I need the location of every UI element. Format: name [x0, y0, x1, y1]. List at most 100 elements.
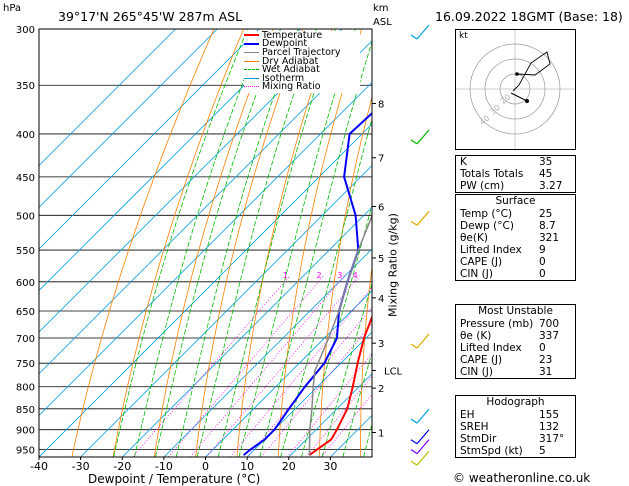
- hodograph-param-label: StmDir: [460, 433, 497, 445]
- surface-row: Lifted Index 9: [456, 244, 575, 256]
- km-label: km: [373, 3, 389, 14]
- index-label: PW (cm): [460, 180, 505, 192]
- legend-item: Temperature: [244, 31, 360, 40]
- wind-barb: [410, 408, 430, 424]
- index-row: Totals Totals 45: [456, 168, 575, 180]
- dry-adiabat-line: [584, 29, 608, 457]
- dry-adiabat-line: [195, 29, 303, 457]
- wet-adiabat-line: [301, 203, 372, 457]
- pressure-tick-label: 800: [16, 383, 35, 394]
- wet-adiabat-line: [321, 282, 372, 457]
- isotherm-line: [39, 29, 343, 333]
- legend-swatch: [244, 34, 259, 37]
- legend-swatch: [244, 86, 259, 88]
- surface-row: CAPE (J) 0: [456, 256, 575, 268]
- index-label: Totals Totals: [460, 168, 524, 180]
- hodograph-param-row: StmSpd (kt) 5: [456, 445, 575, 457]
- hodograph-unit-label: kt: [459, 31, 468, 41]
- pressure-tick-label: 600: [16, 278, 35, 289]
- surface-label: Dewp (°C): [460, 220, 514, 232]
- pressure-tick-label: 550: [16, 246, 35, 257]
- km-tick-label: 5: [378, 254, 384, 265]
- hodograph-table: Hodograph EH 155 SREH 132 StmDir 317° StmSpd (…: [455, 395, 576, 458]
- surface-title: Surface: [495, 195, 536, 207]
- asl-label: ASL: [373, 17, 392, 28]
- hodograph-param-value: 132: [539, 421, 560, 433]
- legend-label: Temperature: [262, 29, 323, 41]
- wet-adiabat-line: [217, 29, 336, 457]
- mixing-ratio-axis-label: Mixing Ratio (g/kg): [386, 213, 400, 317]
- isotherm-line: [39, 29, 260, 250]
- mixing-ratio-line: [286, 352, 372, 457]
- most-unstable-label: Lifted Index: [460, 342, 522, 354]
- legend-label: Mixing Ratio: [262, 81, 321, 93]
- pressure-tick-label: 650: [16, 307, 35, 318]
- km-tick-label: 2: [378, 384, 384, 395]
- surface-value: 0: [539, 256, 546, 268]
- storm-motion-point: [525, 99, 529, 103]
- surface-row: Dewp (°C) 8.7: [456, 220, 575, 232]
- km-tick-label: 3: [378, 339, 384, 350]
- surface-value: 25: [539, 208, 553, 220]
- legend-item: Parcel Trajectory: [244, 48, 360, 57]
- isotherm-line: [39, 81, 372, 416]
- most-unstable-row: CAPE (J) 23: [456, 354, 575, 366]
- surface-value: 9: [539, 244, 546, 256]
- km-tick-label: 8: [378, 100, 384, 111]
- copyright: © weatheronline.co.uk: [453, 471, 591, 485]
- isotherm-line: [288, 373, 372, 457]
- index-row: K 35: [456, 156, 575, 168]
- isotherm-line: [246, 331, 372, 457]
- storm-motion-vector: [510, 92, 528, 102]
- mixing-ratio-line: [132, 275, 291, 457]
- hodograph-param-label: StmSpd (kt): [460, 445, 523, 457]
- dry-adiabat-line: [401, 29, 450, 457]
- most-unstable-value: 700: [539, 318, 560, 330]
- wet-adiabat-line: [155, 29, 281, 457]
- legend-item: Isotherm: [244, 74, 360, 83]
- wet-adiabat-line: [259, 40, 372, 457]
- pressure-tick-label: 850: [16, 405, 35, 416]
- surface-row: θe(K) 321: [456, 232, 575, 244]
- most-unstable-table: Most Unstable Pressure (mb) 700 θe (K) 337 L…: [455, 304, 576, 379]
- temp-tick-label: 20: [282, 460, 296, 473]
- wind-barb: [410, 429, 430, 445]
- hodograph-param-row: SREH 132: [456, 421, 575, 433]
- dry-adiabat-line: [618, 29, 629, 457]
- hodograph-param-label: SREH: [460, 421, 489, 433]
- legend-label: Parcel Trajectory: [262, 46, 341, 58]
- mixing-ratio-label: 6: [375, 271, 380, 280]
- hodograph: kt 40 30 20: [455, 29, 576, 150]
- series-line-temperature: [308, 314, 372, 456]
- mixing-ratio-line: [305, 375, 372, 457]
- wet-adiabat-line: [113, 29, 248, 457]
- hodograph-param-row: StmDir 317°: [456, 433, 575, 445]
- most-unstable-value: 0: [539, 342, 546, 354]
- hodograph-point: [515, 72, 519, 76]
- most-unstable-label: CIN (J): [460, 366, 493, 378]
- temp-tick-label: 0: [202, 460, 209, 473]
- dry-adiabat-line: [71, 29, 215, 457]
- wind-barb: [410, 439, 430, 455]
- legend-item: Wet Adiabat: [244, 65, 360, 74]
- most-unstable-row: Pressure (mb) 700: [456, 318, 575, 330]
- wind-barb: [410, 129, 430, 145]
- dry-adiabat-line: [277, 29, 362, 457]
- isotherm-line: [39, 29, 176, 167]
- surface-value: 8.7: [539, 220, 556, 232]
- legend: Temperature Dewpoint Parcel Trajectory Dry …: [244, 31, 360, 93]
- surface-label: Temp (°C): [460, 208, 513, 220]
- hodograph-ring-label: 40: [478, 113, 492, 126]
- hodograph-table-title: Hodograph: [486, 396, 545, 408]
- legend-item: Dry Adiabat: [244, 56, 360, 66]
- most-unstable-label: θe (K): [460, 330, 492, 342]
- legend-item: Dewpoint: [244, 39, 360, 49]
- hodograph-param-row: EH 155: [456, 409, 575, 421]
- isotherm-line: [39, 123, 372, 457]
- hodograph-trace: [512, 51, 551, 92]
- indices-table: K 35 Totals Totals 45 PW (cm) 3.27: [455, 155, 576, 193]
- wet-adiabat-line: [175, 29, 299, 457]
- most-unstable-label: CAPE (J): [460, 354, 503, 366]
- dry-adiabat-line: [236, 29, 333, 457]
